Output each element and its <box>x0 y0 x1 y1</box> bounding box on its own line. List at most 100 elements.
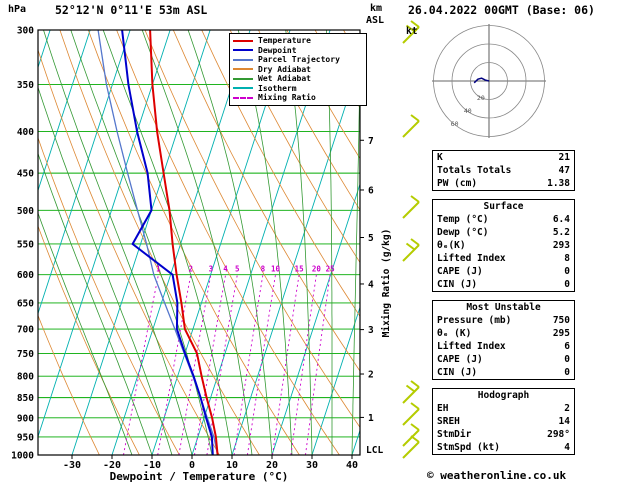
mixing-ratio-value: 25 <box>326 265 335 274</box>
mixing-ratio-value: 4 <box>223 265 228 274</box>
wind-barb-icon <box>402 195 420 219</box>
wind-barb-icon <box>402 20 420 44</box>
legend-label: Dry Adiabat <box>258 64 311 74</box>
table-row-value: 5.2 <box>552 227 570 238</box>
temp-tick-label: 20 <box>266 460 278 471</box>
legend-label: Mixing Ratio <box>258 93 316 103</box>
table-row: EH 2 <box>433 402 574 415</box>
pressure-tick-label: 900 <box>17 413 34 424</box>
pressure-tick-label: 400 <box>17 127 34 138</box>
table-row-label: K <box>437 152 443 163</box>
hodograph: 20 40 60 <box>432 24 546 138</box>
table-row-value: 293 <box>552 240 570 251</box>
table-row: Totals Totals 47 <box>433 164 574 177</box>
table-row-label: PW (cm) <box>437 178 478 189</box>
temp-tick-label: 0 <box>189 460 195 471</box>
table-row-value: 14 <box>558 416 570 427</box>
table-header: Surface <box>483 201 524 212</box>
table-row: SREH 14 <box>433 415 574 428</box>
mixing-ratio-lines <box>123 274 331 455</box>
plot-border <box>37 29 361 456</box>
table-row: K 21 <box>433 151 574 164</box>
mixing-ratio-axis-title: Mixing Ratio (g/kg) <box>381 229 392 338</box>
pressure-unit-label: hPa <box>8 4 27 15</box>
legend-swatch <box>233 68 253 71</box>
legend: Temperature Dewpoint Parcel Trajectory Dry … <box>229 33 367 106</box>
table-block: Hodograph EH 2 SREH 14 StmDir 298° StmSpd (kt) 4 <box>432 388 575 455</box>
wind-barb-icon <box>402 402 420 426</box>
legend-label: Dewpoint <box>258 45 297 55</box>
table-row: PW (cm) 1.38 <box>433 177 574 190</box>
legend-swatch <box>233 77 253 80</box>
table-row: Pressure (mb) 750 <box>433 314 574 327</box>
temp-tick-label: -20 <box>103 460 121 471</box>
altitude-unit-label: km <box>370 3 383 14</box>
table-row: θₑ(K) 293 <box>433 239 574 252</box>
km-tick-label: 7 <box>368 136 374 147</box>
station-title: 52°12'N 0°11'E 53m ASL <box>55 3 208 17</box>
legend-item: Parcel Trajectory <box>233 55 363 65</box>
table-block: K 21 Totals Totals 47 PW (cm) 1.38 <box>432 150 575 191</box>
table-row-label: SREH <box>437 416 460 427</box>
table-row-label: CAPE (J) <box>437 354 483 365</box>
pressure-tick-label: 800 <box>17 372 34 383</box>
temp-axis: -30 -20 -10 0 10 20 30 40 <box>63 455 358 471</box>
wind-barb-icon <box>402 435 420 459</box>
pressure-axis: 300 350 400 450 500 550 600 650 700 750 800 850 900 9… <box>11 26 34 462</box>
table-row-value: 0 <box>564 266 570 277</box>
mixing-ratio-value: 5 <box>235 265 240 274</box>
legend-item: Temperature <box>233 36 363 46</box>
legend-label: Isotherm <box>258 83 297 93</box>
table-row-label: Lifted Index <box>437 253 506 264</box>
table-row: CIN (J) 0 <box>433 366 574 379</box>
km-tick-label: 4 <box>368 279 374 290</box>
table-row-label: StmDir <box>437 429 472 440</box>
pressure-tick-label: 300 <box>17 26 34 37</box>
asl-label: ASL <box>366 15 385 26</box>
table-row-label: CAPE (J) <box>437 266 483 277</box>
indices-tables: K 21 Totals Totals 47 PW (cm) 1.38 Surface Temp… <box>432 150 575 463</box>
parcel-trajectory-line <box>97 30 219 455</box>
lcl-label: LCL <box>366 445 383 456</box>
pressure-tick-label: 450 <box>17 169 34 180</box>
km-tick-label: 2 <box>368 370 374 381</box>
table-row-value: 8 <box>564 253 570 264</box>
legend-label: Temperature <box>258 36 311 46</box>
hodograph-ring-label: 20 <box>477 94 485 102</box>
wind-barbs <box>402 20 420 459</box>
table-row-value: 295 <box>552 328 570 339</box>
table-row: StmDir 298° <box>433 428 574 441</box>
legend-item: Dry Adiabat <box>233 65 363 75</box>
wind-barb-icon <box>402 114 420 138</box>
altitude-axis: 1 2 3 4 5 6 7 LCL <box>360 136 383 456</box>
datetime-label: 26.04.2022 00GMT (Base: 06) <box>408 3 595 17</box>
legend-item: Isotherm <box>233 84 363 94</box>
table-row-label: EH <box>437 403 449 414</box>
legend-label: Parcel Trajectory <box>258 55 340 65</box>
table-row-value: 6 <box>564 341 570 352</box>
table-row-label: θₑ(K) <box>437 240 466 251</box>
mixing-ratio-value: 2 <box>189 265 194 274</box>
mixing-ratio-value: 3 <box>209 265 214 274</box>
wind-barb-icon <box>402 423 420 447</box>
pressure-tick-label: 850 <box>17 393 34 404</box>
table-row: CIN (J) 0 <box>433 278 574 291</box>
legend-label: Wet Adiabat <box>258 74 311 84</box>
legend-swatch <box>233 96 253 99</box>
dewpoint-line <box>121 30 214 455</box>
table-row-value: 6.4 <box>552 214 570 225</box>
hodograph-unit-label: kt <box>406 26 418 37</box>
legend-item: Mixing Ratio <box>233 93 363 103</box>
legend-swatch <box>233 49 253 52</box>
table-row-label: Pressure (mb) <box>437 315 512 326</box>
table-row-label: CIN (J) <box>437 367 478 378</box>
hodograph-ring-label: 60 <box>451 120 459 128</box>
temp-tick-label: -30 <box>63 460 81 471</box>
table-row-value: 0 <box>564 354 570 365</box>
x-axis-title: Dewpoint / Temperature (°C) <box>109 470 289 483</box>
table-row: Temp (°C) 6.4 <box>433 213 574 226</box>
table-row: CAPE (J) 0 <box>433 265 574 278</box>
table-row-value: 2 <box>564 403 570 414</box>
legend-swatch <box>233 58 253 61</box>
